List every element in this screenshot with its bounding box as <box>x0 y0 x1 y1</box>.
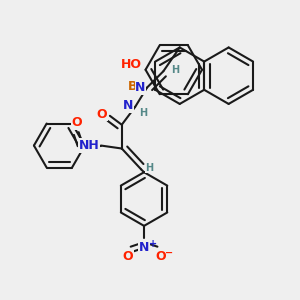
Text: NH: NH <box>79 139 100 152</box>
Text: O: O <box>155 250 166 262</box>
Text: O: O <box>122 250 133 262</box>
Text: N: N <box>123 99 134 112</box>
Text: O: O <box>72 116 83 129</box>
Text: H: H <box>171 65 179 75</box>
Text: O: O <box>96 108 107 121</box>
Text: N: N <box>139 241 149 254</box>
Text: HO: HO <box>121 58 142 71</box>
Text: H: H <box>139 108 147 118</box>
Text: +: + <box>148 239 157 249</box>
Text: H: H <box>146 163 154 173</box>
Text: −: − <box>165 248 173 258</box>
Text: Br: Br <box>128 80 143 93</box>
Text: N: N <box>135 81 146 94</box>
